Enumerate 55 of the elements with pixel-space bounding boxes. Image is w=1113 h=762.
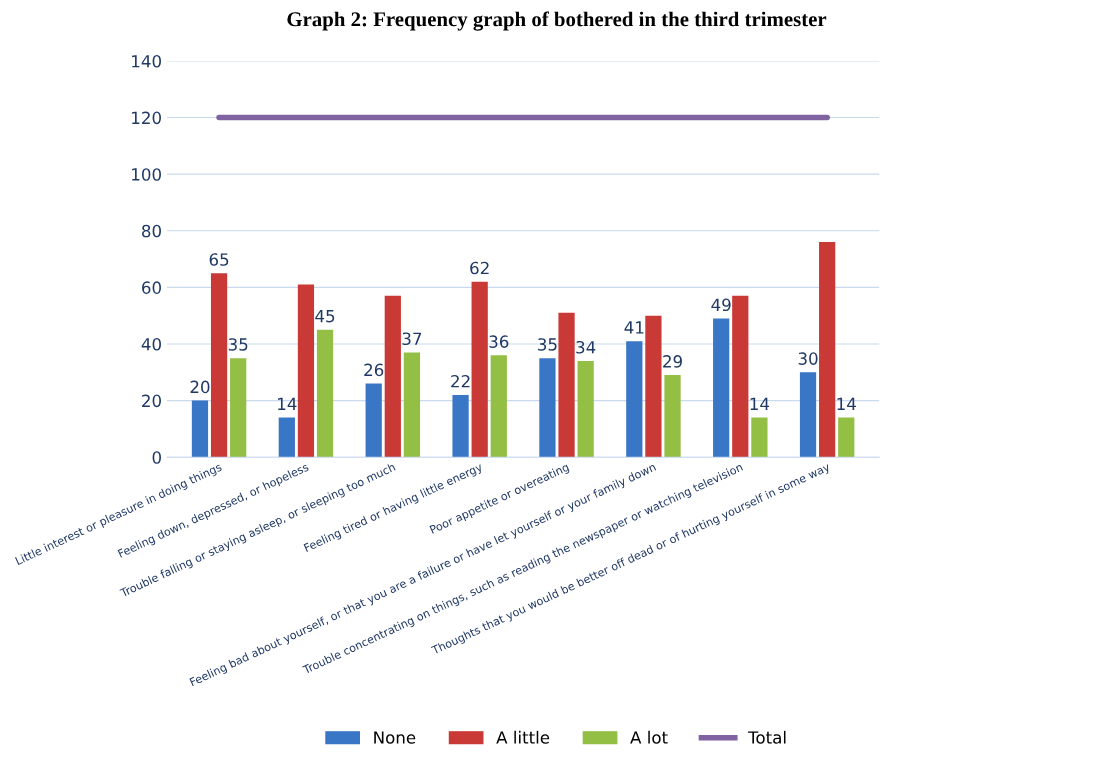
data-label: 14 bbox=[750, 397, 770, 410]
bar bbox=[490, 355, 507, 458]
bar bbox=[384, 295, 401, 458]
y-tick-label: 140 bbox=[132, 54, 161, 68]
data-label: 14 bbox=[837, 397, 856, 410]
bar bbox=[558, 312, 575, 458]
bar bbox=[539, 358, 556, 458]
data-label: 35 bbox=[538, 338, 557, 351]
bar bbox=[365, 383, 382, 458]
bar bbox=[664, 375, 681, 458]
data-label: 22 bbox=[451, 374, 470, 388]
bar bbox=[645, 315, 662, 458]
data-label: 35 bbox=[228, 338, 248, 351]
y-tick-label: 0 bbox=[152, 451, 161, 464]
data-label: 41 bbox=[624, 321, 644, 334]
data-label: 45 bbox=[315, 310, 335, 323]
data-label: 37 bbox=[402, 332, 422, 346]
bar bbox=[278, 417, 295, 458]
data-label: 20 bbox=[190, 380, 210, 394]
bar bbox=[316, 329, 334, 458]
bar bbox=[297, 284, 315, 458]
bar bbox=[471, 281, 488, 458]
legend-label: Total bbox=[748, 730, 786, 744]
data-label: 49 bbox=[711, 298, 731, 312]
y-tick-label: 60 bbox=[142, 281, 161, 294]
legend-label: None bbox=[374, 731, 416, 744]
data-label: 36 bbox=[489, 335, 509, 348]
bar bbox=[577, 360, 594, 458]
data-label: 29 bbox=[663, 355, 682, 368]
data-label: 26 bbox=[364, 363, 384, 377]
y-tick-label: 20 bbox=[142, 394, 161, 408]
y-tick-label: 100 bbox=[132, 168, 161, 181]
bar bbox=[626, 341, 643, 458]
bar bbox=[210, 273, 228, 458]
data-label: 34 bbox=[576, 340, 596, 354]
bar bbox=[819, 242, 836, 458]
bar bbox=[403, 352, 421, 458]
bar bbox=[191, 400, 209, 458]
bar bbox=[751, 417, 768, 458]
y-tick-label: 80 bbox=[142, 224, 161, 238]
chart-title: Graph 2: Frequency graph of bothered in the third trimester bbox=[287, 11, 827, 31]
data-label: 14 bbox=[278, 397, 297, 410]
bar bbox=[799, 372, 817, 458]
y-tick-label: 40 bbox=[141, 337, 161, 351]
data-label: 65 bbox=[209, 253, 229, 266]
legend-label: A little bbox=[496, 730, 550, 744]
bar bbox=[732, 295, 749, 458]
data-label: 30 bbox=[798, 352, 818, 365]
legend-label: A lot bbox=[630, 730, 668, 744]
bar bbox=[230, 358, 247, 458]
y-tick-label: 120 bbox=[132, 111, 161, 125]
data-label: 62 bbox=[470, 261, 489, 275]
bar bbox=[838, 417, 855, 458]
bar bbox=[452, 394, 469, 458]
bar bbox=[713, 318, 730, 458]
